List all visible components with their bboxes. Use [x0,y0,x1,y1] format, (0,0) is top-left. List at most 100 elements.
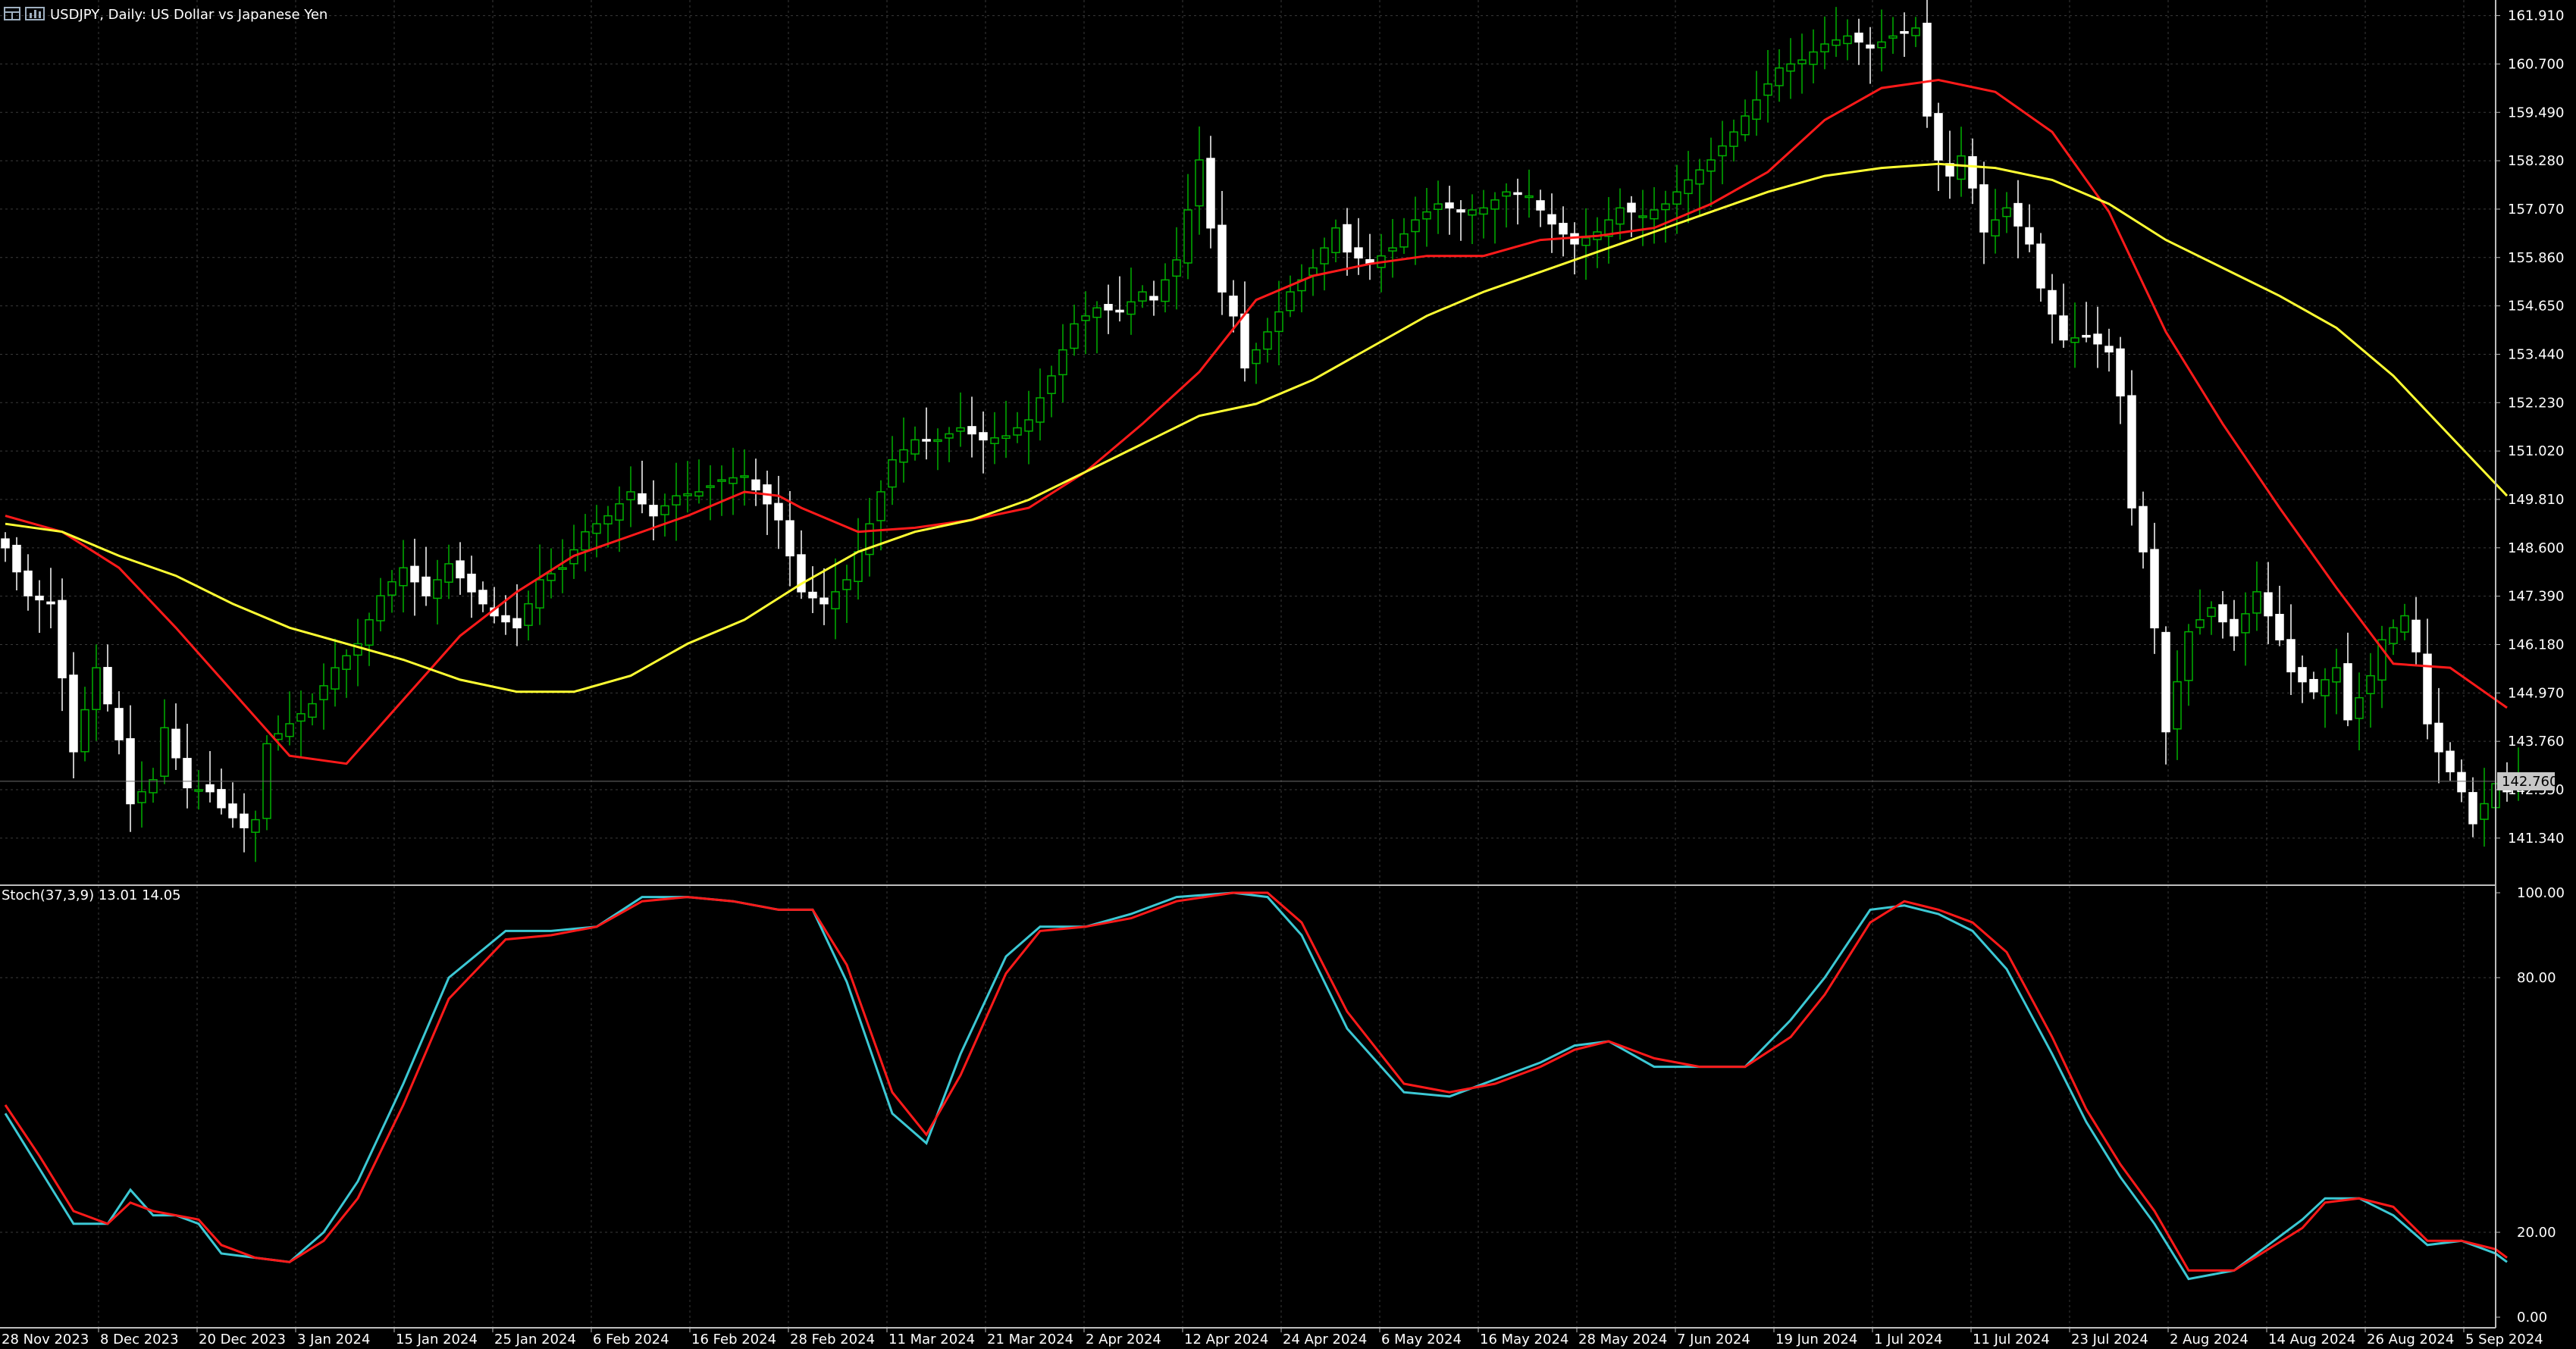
candle[interactable] [1070,305,1079,356]
candle[interactable] [740,449,749,506]
candle[interactable] [2389,619,2398,656]
candle[interactable] [1581,208,1590,280]
candle[interactable] [649,480,658,541]
candle[interactable] [444,544,453,599]
candle[interactable] [2252,561,2261,631]
candle[interactable] [12,537,21,591]
candle[interactable] [1058,324,1067,402]
candle[interactable] [2321,668,2330,728]
candle[interactable] [2093,306,2102,368]
candle[interactable] [1104,284,1113,334]
candle[interactable] [1217,190,1227,315]
candle[interactable] [2309,671,2318,700]
candle[interactable] [1195,126,1204,235]
candle[interactable] [1513,178,1522,225]
candle[interactable] [979,411,988,474]
candle[interactable] [922,407,931,460]
candle[interactable] [365,612,374,666]
candle[interactable] [1809,29,1818,84]
candle[interactable] [1661,190,1670,243]
candle[interactable] [1127,268,1136,335]
candle[interactable] [1843,19,1852,61]
candle[interactable] [114,691,124,755]
candle[interactable] [1286,275,1295,318]
candle[interactable] [308,693,317,726]
candle[interactable] [603,505,613,548]
candle[interactable] [1399,218,1409,255]
candle[interactable] [1456,200,1465,241]
candle[interactable] [1092,301,1102,354]
candle[interactable] [2241,592,2250,666]
candle[interactable] [626,466,635,527]
candle[interactable] [2116,336,2125,424]
candle[interactable] [1081,291,1090,355]
candle[interactable] [2184,624,2193,706]
candle[interactable] [2059,283,2068,348]
candle[interactable] [1854,18,1863,65]
candle[interactable] [1900,12,1909,58]
candle[interactable] [1991,189,2000,254]
candle[interactable] [2218,591,2227,639]
candle[interactable] [1763,50,1772,123]
candle[interactable] [240,793,249,853]
candle[interactable] [683,461,692,513]
candle[interactable] [547,548,556,599]
candle[interactable] [1001,400,1011,459]
candle[interactable] [2332,648,2341,715]
candle[interactable] [706,465,715,521]
candle[interactable] [1320,237,1329,291]
candle[interactable] [376,577,385,632]
candle[interactable] [421,546,431,606]
candle[interactable] [2298,655,2307,703]
candle[interactable] [353,618,362,687]
candle[interactable] [2104,328,2114,372]
candle[interactable] [24,554,33,611]
candle[interactable] [1388,218,1397,278]
candle[interactable] [467,556,476,618]
candle[interactable] [1695,158,1704,215]
candle[interactable] [183,724,192,809]
candle[interactable] [319,663,328,730]
candle[interactable] [1604,197,1613,264]
candle[interactable] [910,426,920,461]
candle[interactable] [2048,274,2057,344]
candle[interactable] [2423,618,2432,740]
candle[interactable] [149,768,158,803]
candle[interactable] [1183,174,1192,280]
candle[interactable] [2013,180,2023,258]
candle[interactable] [1047,365,1056,418]
candle[interactable] [888,436,897,505]
candle[interactable] [1468,194,1477,245]
price-pane[interactable] [0,0,2523,862]
candle[interactable] [808,566,817,613]
candle[interactable] [1434,180,1443,234]
candle[interactable] [1559,206,1568,257]
candle[interactable] [1331,219,1340,263]
candle[interactable] [1490,192,1500,244]
candle[interactable] [342,649,351,698]
candle[interactable] [831,558,840,640]
candle[interactable] [1752,70,1761,136]
candle[interactable] [274,715,283,751]
candle[interactable] [2446,742,2455,781]
candle[interactable] [1957,127,1966,197]
candle[interactable] [205,751,215,803]
candle[interactable] [2377,625,2386,709]
candle[interactable] [1149,280,1158,316]
candle[interactable] [1479,189,1488,239]
candle[interactable] [876,480,885,551]
candle[interactable] [1229,280,1238,333]
candle[interactable] [933,428,942,471]
candle[interactable] [1411,196,1420,265]
candle[interactable] [729,447,738,515]
candle[interactable] [1934,102,1943,192]
candle[interactable] [1138,285,1147,308]
candle[interactable] [1877,9,1886,72]
candle[interactable] [581,514,590,572]
candle[interactable] [2025,204,2034,252]
candle[interactable] [1672,164,1681,234]
candle[interactable] [410,538,419,616]
candle[interactable] [126,705,135,832]
candle[interactable] [1888,17,1898,54]
